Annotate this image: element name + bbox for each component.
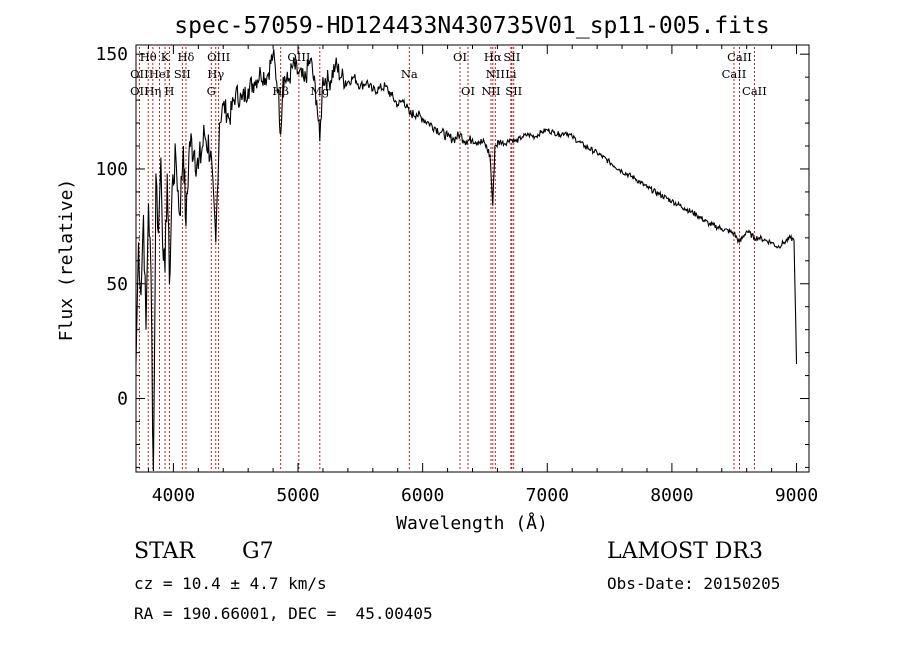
redshift-info: cz = 10.4 ± 4.7 km/s: [134, 574, 327, 593]
x-tick-label: 6000: [401, 485, 444, 506]
y-tick-label: 50: [106, 274, 128, 295]
spectral-line-label: Na: [401, 67, 418, 81]
x-axis: 4000 5000 6000 7000 8000 9000: [147, 45, 818, 506]
spectral-line-markers: [138, 47, 755, 471]
spectral-line-label: Hα: [484, 50, 502, 64]
spectral-line-label: NII: [486, 67, 505, 81]
spectral-line-label: OIII: [207, 50, 230, 64]
spectral-line-label: NII: [481, 84, 500, 98]
spectral-line-label: SII: [174, 67, 191, 81]
spectral-line-label: CaII: [727, 50, 752, 64]
spectral-line-label: Li: [505, 67, 517, 81]
y-axis: 0 50 100 150: [95, 44, 809, 468]
x-tick-label: 7000: [526, 485, 569, 506]
y-tick-label: 100: [95, 159, 128, 180]
spectral-line-label: OI: [453, 50, 467, 64]
spectral-line-label: SII: [505, 84, 522, 98]
spectral-line-label: Hγ: [207, 67, 224, 81]
x-tick-label: 5000: [276, 485, 319, 506]
spectral-line-label: OI: [461, 84, 475, 98]
x-axis-label: Wavelength (Å): [396, 512, 548, 534]
spectral-line-label: CaII: [742, 84, 767, 98]
object-subclass: G7: [242, 539, 274, 564]
coordinates: RA = 190.66001, DEC = 45.00405: [134, 604, 433, 623]
spectral-line-label: Hβ: [272, 84, 289, 98]
spectrum-line: [135, 49, 798, 472]
spectral-line-label: G: [207, 84, 216, 98]
spectral-line-label: K: [161, 50, 170, 64]
chart-title: spec-57059-HD124433N430735V01_sp11-005.f…: [174, 13, 769, 39]
spectral-line-label: SII: [503, 50, 520, 64]
spectral-line-label: Hδ: [177, 50, 194, 64]
y-tick-label: 0: [117, 389, 128, 410]
spectral-line-label: Hη: [144, 84, 161, 98]
spectral-line-label: H: [164, 84, 174, 98]
spectral-line-label: OII: [130, 67, 149, 81]
plot-frame: [135, 44, 810, 473]
obs-date: Obs-Date: 20150205: [607, 574, 781, 593]
object-class: STAR: [134, 539, 195, 564]
x-tick-label: 4000: [152, 485, 195, 506]
y-tick-label: 150: [95, 44, 128, 65]
x-tick-label: 9000: [775, 485, 818, 506]
survey-label: LAMOST DR3: [607, 539, 763, 564]
spectral-line-label: CaII: [722, 67, 747, 81]
spectral-line-label: OII: [130, 84, 149, 98]
x-tick-label: 8000: [650, 485, 693, 506]
y-axis-label: Flux (relative): [56, 179, 77, 342]
spectral-line-label: HeI: [149, 67, 170, 81]
spectral-line-label: Hθ: [140, 50, 157, 64]
